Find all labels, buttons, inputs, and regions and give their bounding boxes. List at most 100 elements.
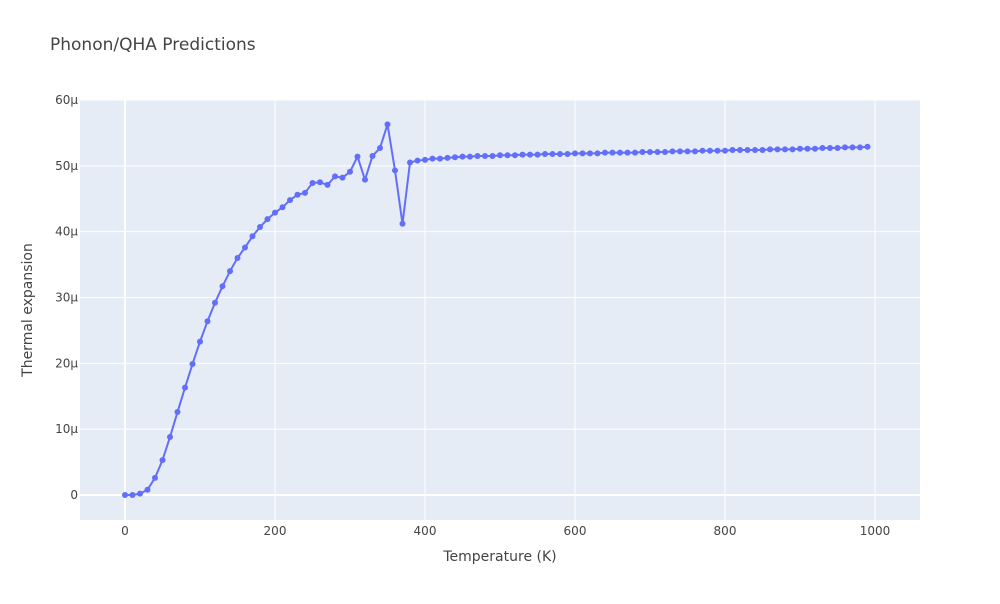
data-point[interactable] xyxy=(227,268,233,275)
data-point[interactable] xyxy=(204,318,211,325)
data-point[interactable] xyxy=(482,152,488,159)
data-point[interactable] xyxy=(677,148,683,155)
data-point[interactable] xyxy=(377,145,383,152)
data-point[interactable] xyxy=(684,148,691,155)
data-point[interactable] xyxy=(309,179,316,186)
data-point[interactable] xyxy=(279,204,286,211)
data-point[interactable] xyxy=(264,216,271,223)
data-point[interactable] xyxy=(347,168,353,175)
data-point[interactable] xyxy=(767,146,773,153)
data-point[interactable] xyxy=(812,145,818,152)
data-point[interactable] xyxy=(159,457,166,464)
data-point[interactable] xyxy=(467,153,473,160)
data-point[interactable] xyxy=(549,150,556,157)
data-point[interactable] xyxy=(722,147,728,154)
data-point[interactable] xyxy=(414,157,421,164)
data-point[interactable] xyxy=(774,146,781,153)
data-point[interactable] xyxy=(332,173,338,180)
data-point[interactable] xyxy=(189,360,196,367)
data-point[interactable] xyxy=(579,150,586,157)
data-point[interactable] xyxy=(602,149,608,156)
data-point[interactable] xyxy=(369,152,376,159)
data-point[interactable] xyxy=(857,144,863,151)
data-point[interactable] xyxy=(362,176,368,183)
data-point[interactable] xyxy=(219,283,226,290)
data-point[interactable] xyxy=(504,152,511,159)
data-point[interactable] xyxy=(384,121,391,128)
data-point[interactable] xyxy=(422,156,428,163)
data-point[interactable] xyxy=(249,233,256,240)
data-point[interactable] xyxy=(789,146,796,153)
data-point[interactable] xyxy=(257,224,263,231)
data-point[interactable] xyxy=(842,144,848,151)
data-point[interactable] xyxy=(197,338,203,345)
data-point[interactable] xyxy=(167,434,173,441)
data-point[interactable] xyxy=(744,147,751,154)
data-point[interactable] xyxy=(797,145,803,152)
data-point[interactable] xyxy=(564,150,571,157)
data-point[interactable] xyxy=(242,244,248,251)
data-point[interactable] xyxy=(287,197,293,204)
data-point[interactable] xyxy=(324,181,331,188)
data-point[interactable] xyxy=(827,145,833,152)
data-point[interactable] xyxy=(129,491,136,498)
data-point[interactable] xyxy=(534,151,541,158)
data-point[interactable] xyxy=(647,149,653,156)
data-point[interactable] xyxy=(632,149,638,156)
data-point[interactable] xyxy=(234,254,241,261)
data-point[interactable] xyxy=(444,154,451,161)
data-point[interactable] xyxy=(782,146,788,153)
data-point[interactable] xyxy=(587,150,593,157)
data-point[interactable] xyxy=(699,147,706,154)
data-point[interactable] xyxy=(729,147,736,154)
data-point[interactable] xyxy=(122,491,128,498)
data-point[interactable] xyxy=(714,147,721,154)
data-point[interactable] xyxy=(512,152,518,159)
data-point[interactable] xyxy=(152,474,158,481)
data-point[interactable] xyxy=(707,147,713,154)
data-point[interactable] xyxy=(594,150,601,157)
data-point[interactable] xyxy=(489,152,496,159)
data-point[interactable] xyxy=(639,149,646,156)
data-point[interactable] xyxy=(294,191,301,198)
data-point[interactable] xyxy=(759,147,766,154)
data-point[interactable] xyxy=(669,148,676,155)
data-point[interactable] xyxy=(654,149,661,156)
data-point[interactable] xyxy=(864,143,871,150)
data-point[interactable] xyxy=(399,220,406,227)
data-point[interactable] xyxy=(804,145,811,152)
data-point[interactable] xyxy=(849,144,856,151)
data-point[interactable] xyxy=(542,150,548,157)
data-point[interactable] xyxy=(519,151,526,158)
data-point[interactable] xyxy=(819,145,826,152)
data-point[interactable] xyxy=(144,486,151,493)
data-point[interactable] xyxy=(392,167,398,174)
data-point[interactable] xyxy=(752,147,758,154)
data-point[interactable] xyxy=(497,152,503,159)
data-point[interactable] xyxy=(182,384,188,391)
data-point[interactable] xyxy=(429,155,436,162)
plot-area[interactable] xyxy=(80,100,920,520)
data-point[interactable] xyxy=(272,209,278,216)
data-point[interactable] xyxy=(474,152,481,159)
data-point[interactable] xyxy=(212,299,218,306)
data-point[interactable] xyxy=(407,159,413,166)
data-point[interactable] xyxy=(692,148,698,155)
data-point[interactable] xyxy=(317,179,323,186)
data-point[interactable] xyxy=(459,153,466,160)
data-point[interactable] xyxy=(557,150,563,157)
data-point[interactable] xyxy=(617,149,623,156)
data-point[interactable] xyxy=(302,189,308,196)
data-point[interactable] xyxy=(624,149,631,156)
data-point[interactable] xyxy=(174,409,181,416)
data-point[interactable] xyxy=(737,147,743,154)
data-point[interactable] xyxy=(354,153,361,160)
data-point[interactable] xyxy=(437,155,443,162)
data-point[interactable] xyxy=(527,151,533,158)
data-point[interactable] xyxy=(339,174,346,181)
data-point[interactable] xyxy=(137,490,143,497)
data-point[interactable] xyxy=(662,149,668,156)
data-point[interactable] xyxy=(609,149,616,156)
data-point[interactable] xyxy=(572,150,578,157)
data-point[interactable] xyxy=(452,154,458,161)
